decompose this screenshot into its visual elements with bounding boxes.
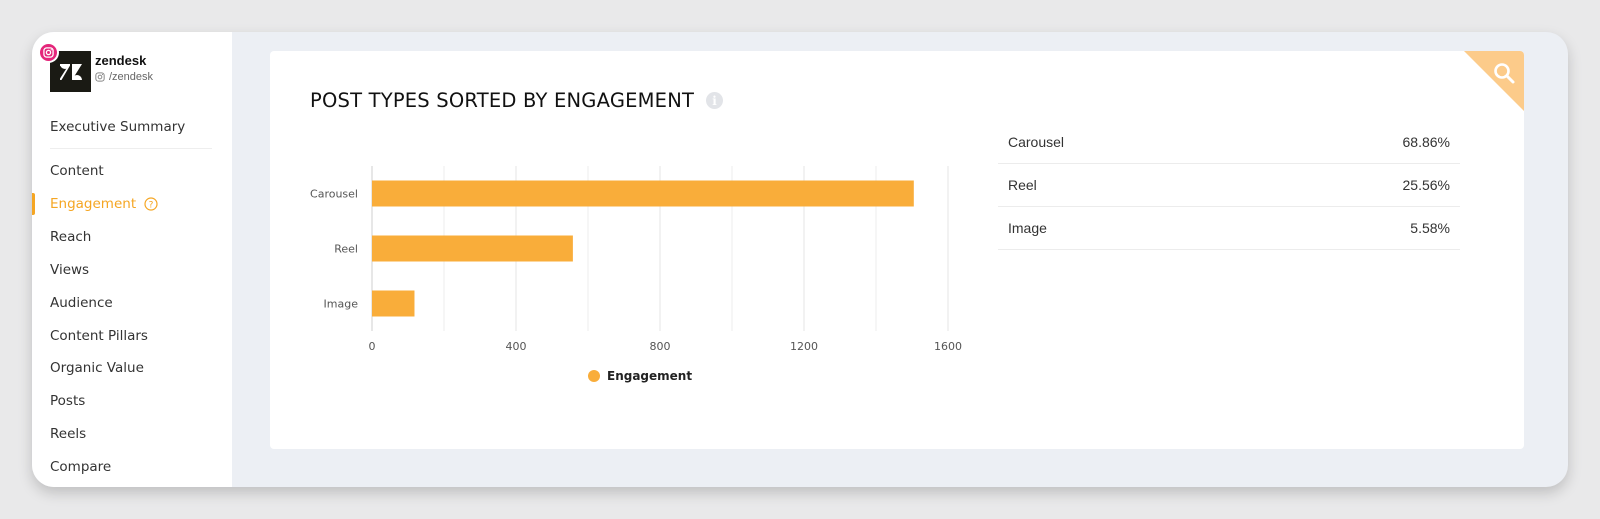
sidebar-item-compare[interactable]: Compare <box>50 459 111 475</box>
instagram-icon <box>95 72 105 82</box>
sidebar-item-label: Reels <box>50 426 87 442</box>
sidebar-item-label: Content <box>50 163 104 179</box>
sidebar-item-label: Engagement <box>50 196 137 212</box>
sidebar-item-label: Posts <box>50 393 86 409</box>
sidebar: zendesk /zendesk Executive Summary Conte… <box>32 32 232 487</box>
y-tick-label: Reel <box>334 243 358 256</box>
sidebar-item-posts[interactable]: Posts <box>50 393 85 409</box>
breakdown-label: Image <box>1008 220 1047 236</box>
breakdown-row: Carousel 68.86% <box>998 121 1460 164</box>
x-tick-label: 1200 <box>790 340 818 353</box>
svg-text:?: ? <box>149 201 154 211</box>
info-icon[interactable]: i <box>706 92 724 109</box>
sidebar-item-reels[interactable]: Reels <box>50 426 86 442</box>
x-tick-label: 0 <box>369 340 376 353</box>
sidebar-item-label: Executive Summary <box>50 119 186 135</box>
instagram-badge-icon <box>38 42 59 63</box>
sidebar-item-engagement[interactable]: Engagement ? <box>50 196 158 212</box>
sidebar-item-executive-summary[interactable]: Executive Summary <box>50 119 185 135</box>
breakdown-label: Reel <box>1008 177 1037 193</box>
legend-swatch <box>588 370 600 382</box>
sidebar-item-views[interactable]: Views <box>50 262 89 278</box>
breakdown-value: 68.86% <box>1402 134 1450 150</box>
chart-legend[interactable]: Engagement <box>588 369 692 383</box>
legend-label: Engagement <box>607 369 693 383</box>
y-tick-label: Image <box>324 298 359 311</box>
bar-reel <box>372 235 573 262</box>
breakdown-row: Image 5.58% <box>998 207 1460 250</box>
sidebar-item-audience[interactable]: Audience <box>50 295 113 311</box>
profile-name: zendesk <box>95 53 147 68</box>
sidebar-item-label: Organic Value <box>50 360 144 376</box>
sidebar-item-organic-value[interactable]: Organic Value <box>50 360 144 376</box>
card-title: POST TYPES SORTED BY ENGAGEMENT i <box>310 89 724 112</box>
help-icon[interactable]: ? <box>144 197 158 211</box>
x-tick-label: 400 <box>506 340 527 353</box>
sidebar-item-label: Compare <box>50 459 112 475</box>
profile-handle: /zendesk <box>95 71 153 83</box>
bar-chart: 0 400 800 1200 1600 Carousel Reel Image <box>310 166 962 353</box>
sidebar-item-label: Audience <box>50 295 113 311</box>
card-title-text: POST TYPES SORTED BY ENGAGEMENT <box>310 89 695 112</box>
sidebar-item-label: Views <box>50 262 90 278</box>
breakdown-label: Carousel <box>1008 134 1065 150</box>
engagement-chart: 0 400 800 1200 1600 Carousel Reel Image <box>300 151 980 411</box>
y-tick-label: Carousel <box>310 188 358 201</box>
bar-carousel <box>372 180 914 207</box>
search-corner-button[interactable] <box>1464 51 1524 111</box>
nav-divider <box>50 148 212 149</box>
breakdown-value: 5.58% <box>1410 220 1450 236</box>
app-window: zendesk /zendesk Executive Summary Conte… <box>32 32 1568 487</box>
engagement-card: POST TYPES SORTED BY ENGAGEMENT i 0 400 80… <box>270 51 1524 449</box>
x-tick-label: 1600 <box>934 340 962 353</box>
sidebar-item-reach[interactable]: Reach <box>50 229 91 245</box>
breakdown-row: Reel 25.56% <box>998 164 1460 207</box>
active-indicator <box>32 193 35 215</box>
x-tick-label: 800 <box>650 340 671 353</box>
sidebar-item-label: Reach <box>50 229 92 245</box>
profile-handle-text: /zendesk <box>109 71 154 83</box>
bar-image <box>372 290 415 317</box>
breakdown-value: 25.56% <box>1402 177 1450 193</box>
sidebar-item-content-pillars[interactable]: Content Pillars <box>50 328 148 344</box>
post-type-breakdown: Carousel 68.86% Reel 25.56% Image 5.58% <box>998 121 1460 250</box>
zendesk-logo-mark <box>59 63 82 80</box>
search-icon <box>1494 63 1510 79</box>
sidebar-item-label: Content Pillars <box>50 328 148 344</box>
sidebar-item-content[interactable]: Content <box>50 163 104 179</box>
